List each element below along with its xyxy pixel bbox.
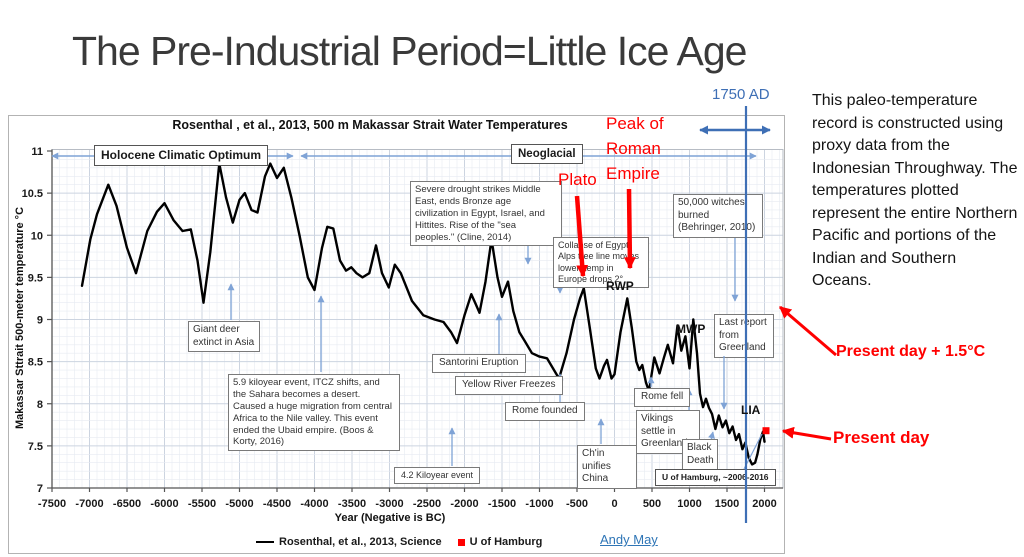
- red-annotation-arrow: [779, 305, 837, 357]
- label-lia: LIA: [741, 403, 761, 417]
- annotation-box-yellow-river: Yellow River Freezes: [455, 376, 563, 395]
- annotation-box-rome-fell: Rome fell: [634, 388, 691, 407]
- annotation-box-witches: 50,000 witches burned (Behringer, 2010): [673, 194, 763, 238]
- annotation-box-chin-unifies: Ch'in unifies China: [577, 445, 637, 489]
- x-tick-label: -3500: [338, 498, 366, 510]
- x-tick-label: 500: [643, 498, 661, 510]
- annotation-box-severe-drought: Severe drought strikes Middle East, ends…: [410, 181, 562, 247]
- x-tick-label: -5000: [225, 498, 253, 510]
- x-tick-label: -1500: [488, 498, 516, 510]
- annotation-box-kiloyear-42: 4.2 Kiloyear event: [394, 467, 481, 485]
- annotation-box-black-death: Black Death: [682, 439, 718, 470]
- present-day-marker: [762, 427, 770, 435]
- temperature-curve: [80, 162, 766, 466]
- x-tick-label: -2500: [413, 498, 441, 510]
- x-tick-label: -5500: [188, 498, 216, 510]
- x-tick-label: -2000: [450, 498, 478, 510]
- y-tick-label: 8.5: [28, 357, 43, 369]
- red-annotation-arrow: [781, 426, 832, 441]
- label-present-day: Present day: [833, 428, 930, 447]
- annotation-box-holocene-climatic-optimum: Holocene Climatic Optimum: [94, 145, 269, 166]
- chart-legend: Rosenthal, et al., 2013, Science U of Ha…: [256, 536, 542, 548]
- annotation-box-kiloyear-59: 5.9 kiloyear event, ITCZ shifts, and the…: [228, 374, 400, 452]
- y-tick-label: 10.5: [22, 188, 43, 200]
- legend-label: U of Hamburg: [469, 536, 543, 548]
- label-plato: Plato: [558, 170, 597, 189]
- annotation-box-neoglacial: Neoglacial: [511, 144, 583, 165]
- label-mwp: MWP: [676, 322, 706, 336]
- x-tick-label: -4000: [300, 498, 328, 510]
- y-tick-label: 7.5: [28, 441, 43, 453]
- chart-title: Rosenthal , et al., 2013, 500 m Makassar…: [172, 118, 568, 132]
- x-tick-label: 1500: [715, 498, 739, 510]
- annotation-box-last-report: Last report from Greenland: [714, 314, 774, 358]
- label-roman: Roman: [606, 139, 661, 158]
- x-tick-label: -4500: [263, 498, 291, 510]
- annotation-box-giant-deer: Giant deer extinct in Asia: [188, 321, 260, 352]
- annotation-box-rome-founded: Rome founded: [505, 402, 585, 421]
- author-link[interactable]: Andy May: [600, 532, 658, 547]
- red-annotation-arrow: [574, 195, 589, 278]
- legend-label: Rosenthal, et al., 2013, Science: [279, 536, 442, 548]
- label-1750ad: 1750 AD: [712, 86, 770, 103]
- label-present-plus: Present day + 1.5°C: [836, 343, 986, 360]
- line-symbol-icon: [256, 541, 274, 543]
- y-tick-label: 7: [37, 483, 43, 495]
- x-tick-label: 1000: [677, 498, 701, 510]
- red-annotation-arrow: [623, 188, 636, 270]
- y-tick-label: 9: [37, 315, 43, 327]
- x-tick-label: -1000: [525, 498, 553, 510]
- page-title: The Pre-Industrial Period=Little Ice Age: [72, 28, 747, 74]
- x-tick-label: -6500: [113, 498, 141, 510]
- y-tick-label: 11: [31, 146, 43, 158]
- y-tick-label: 10: [31, 230, 43, 242]
- x-tick-label: 0: [611, 498, 617, 510]
- x-axis-title: Year (Negative is BC): [334, 512, 446, 524]
- label-rwp: RWP: [606, 279, 634, 293]
- y-tick-label: 9.5: [28, 272, 43, 284]
- label-empire: Empire: [606, 164, 660, 183]
- label-peak-of: Peak of: [606, 114, 664, 133]
- annotation-box-santorini: Santorini Eruption: [432, 354, 526, 373]
- x-tick-label: 2000: [752, 498, 776, 510]
- x-tick-label: -7000: [75, 498, 103, 510]
- y-tick-label: 8: [37, 399, 43, 411]
- legend-item-hamburg: U of Hamburg: [457, 536, 543, 548]
- square-symbol-icon: [457, 538, 465, 546]
- x-tick-label: -500: [566, 498, 588, 510]
- legend-item-rosenthal: Rosenthal, et al., 2013, Science: [256, 536, 442, 548]
- side-note: This paleo-temperature record is constru…: [812, 92, 1018, 289]
- x-tick-label: -3000: [375, 498, 403, 510]
- x-tick-label: -7500: [38, 498, 66, 510]
- x-tick-label: -6000: [150, 498, 178, 510]
